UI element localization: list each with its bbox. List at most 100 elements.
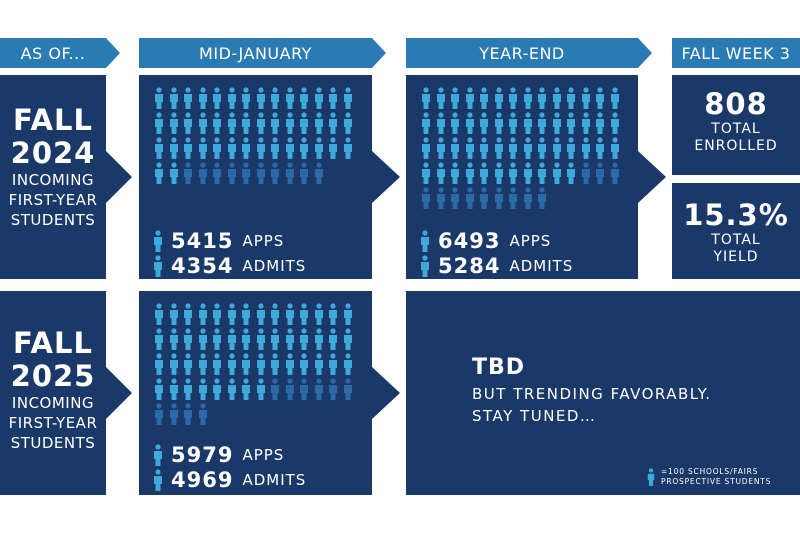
person-icon [451,87,459,109]
admits-stat: 4969 ADMITS [152,468,306,492]
person-icon [256,137,265,159]
person-icon [213,353,221,375]
admits-stat: 4354 ADMITS [152,254,306,278]
apps-stat: 5415 APPS [152,229,284,253]
person-icon [198,328,207,350]
person-icon [184,87,192,109]
students-label: STUDENTS [10,211,96,229]
person-icon [300,87,308,109]
person-icon [465,162,474,184]
person-icon [184,353,192,375]
person-icon [343,328,352,350]
person-icon [155,112,163,134]
person-icon [271,378,279,400]
person-icon [271,137,279,159]
person-icon [596,112,604,134]
person-icon [610,137,619,159]
incoming-label: INCOMING [11,394,95,412]
students-label: STUDENTS [10,434,96,452]
person-icon [256,378,265,400]
person-icon [271,353,279,375]
person-icon [154,444,162,466]
person-icon [567,162,575,184]
person-icon [169,403,178,425]
person-icon [285,328,294,350]
person-icon [329,87,337,109]
person-icon [523,162,532,184]
apps-stat: 6493 APPS [419,229,551,253]
person-icon [451,112,459,134]
person-icon [329,353,337,375]
person-icon [523,112,532,134]
person-icon [169,137,178,159]
person-icon [538,87,546,109]
person-icon [422,112,430,134]
total-enrolled-value: 808 [704,87,768,121]
fall-2024-mid-january-panel: 5415 APPS 4354 ADMITS [139,75,400,279]
person-icon [169,162,178,184]
person-icon [169,112,178,134]
yield-label: YIELD [713,249,759,265]
admits-label: ADMITS [242,257,307,275]
person-icon [242,353,250,375]
person-icon [198,403,207,425]
apps-label: APPS [509,232,552,250]
person-icon [271,328,279,350]
person-icon [451,137,459,159]
person-icon [300,162,308,184]
person-icon [494,162,503,184]
person-icon [552,137,561,159]
year-label: 2025 [10,359,96,393]
person-icon [155,137,163,159]
header-as-of: AS OF... [0,38,120,68]
person-icon [343,112,352,134]
incoming-label: INCOMING [11,171,95,189]
person-icon [436,87,445,109]
person-icon [213,112,221,134]
person-icon [422,162,430,184]
person-icon [314,87,323,109]
person-icon [509,112,517,134]
person-icon [421,255,429,277]
person-icon [184,303,192,325]
person-icon [300,112,308,134]
person-icon [227,162,236,184]
person-icon [314,162,323,184]
person-icon [213,328,221,350]
fall-2024-year-end-panel: 6493 APPS 5284 ADMITS [406,75,666,279]
total-yield-panel: 15.3% TOTAL YIELD [672,183,800,279]
fall-2024-label-panel: FALL 2024 INCOMING FIRST-YEAR STUDENTS [0,75,132,279]
person-icon [552,162,561,184]
person-icon [169,87,178,109]
person-icon [523,187,532,209]
tbd-line-2: STAY TUNED… [472,407,597,425]
person-icon [198,112,207,134]
person-icon [285,303,294,325]
person-icon [581,162,590,184]
person-icon [300,303,308,325]
person-icon [538,112,546,134]
person-icon [169,303,178,325]
person-icon [343,353,352,375]
person-icon [329,137,337,159]
person-icon [227,303,236,325]
apps-stat: 5979 APPS [152,443,284,467]
person-icon [314,353,323,375]
tbd-line-1: BUT TRENDING FAVORABLY. [472,385,712,403]
person-icon [422,187,430,209]
person-icon [523,87,532,109]
person-icon [451,187,459,209]
person-icon [436,162,445,184]
person-icon [155,162,163,184]
admits-count: 4969 [171,468,234,492]
person-icon [169,328,178,350]
person-icon [343,137,352,159]
person-icon [256,328,265,350]
person-icon [213,303,221,325]
person-icon [314,303,323,325]
person-icon [509,162,517,184]
person-icon [198,87,207,109]
person-icon [465,187,474,209]
person-icon [256,353,265,375]
fall-2025-mid-january-panel: 5979 APPS 4969 ADMITS [139,291,400,495]
